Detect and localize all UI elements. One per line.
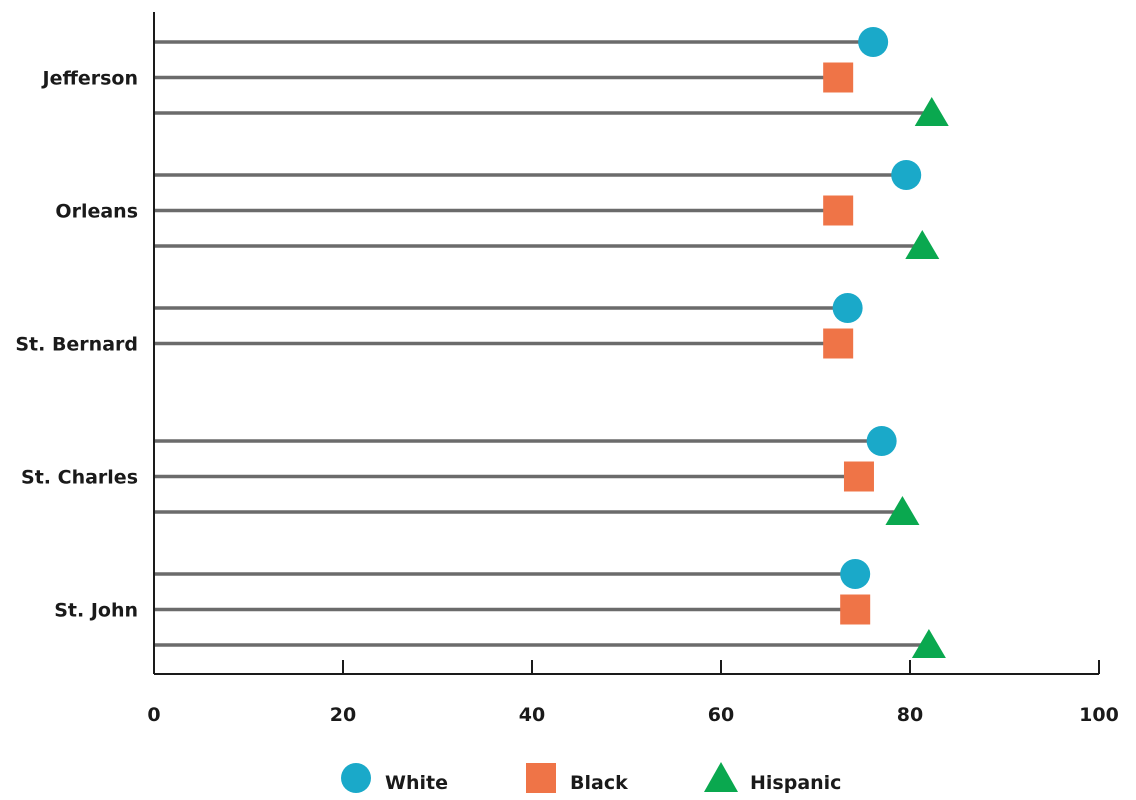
axes — [153, 12, 1099, 675]
x-tick-label-20: 20 — [330, 704, 356, 726]
marker-jefferson-white — [858, 27, 889, 57]
category-label-st-bernard: St. Bernard — [15, 334, 138, 356]
marker-orleans-white — [891, 160, 922, 190]
marker-jefferson-hispanic — [914, 97, 949, 126]
category-label-st-charles: St. Charles — [21, 467, 138, 489]
x-tick-label-80: 80 — [897, 704, 923, 726]
legend-swatch-hispanic — [704, 762, 738, 792]
category-labels: Jefferson Orleans St. Bernard St. Charles St… — [15, 68, 138, 622]
marker-st-charles-hispanic — [885, 496, 920, 525]
stems — [154, 40, 932, 647]
x-tick-label-40: 40 — [519, 704, 545, 726]
legend-label-black: Black — [570, 772, 628, 794]
x-tick-label-100: 100 — [1079, 704, 1119, 726]
x-tick-label-0: 0 — [147, 704, 160, 726]
marker-jefferson-black — [823, 62, 854, 93]
marker-st-bernard-white — [832, 293, 863, 323]
legend-label-hispanic: Hispanic — [750, 772, 841, 794]
marker-st-charles-white — [866, 426, 897, 456]
legend-swatch-black — [526, 763, 556, 793]
marker-st-john-hispanic — [911, 629, 946, 658]
category-label-jefferson: Jefferson — [41, 68, 139, 90]
legend-label-white: White — [385, 772, 448, 794]
marker-st-charles-black — [843, 461, 874, 492]
x-tick-label-60: 60 — [708, 704, 734, 726]
legend-swatch-white — [341, 763, 371, 793]
ticks: 0 20 40 60 80 100 — [147, 660, 1119, 726]
marker-st-bernard-black — [823, 328, 854, 359]
category-label-st-john: St. John — [54, 600, 138, 622]
markers — [823, 27, 949, 658]
legend: White Black Hispanic — [341, 762, 841, 794]
marker-st-john-black — [840, 594, 871, 625]
category-label-orleans: Orleans — [55, 201, 138, 223]
marker-orleans-hispanic — [905, 230, 940, 259]
marker-st-john-white — [840, 559, 871, 589]
marker-orleans-black — [823, 195, 854, 226]
